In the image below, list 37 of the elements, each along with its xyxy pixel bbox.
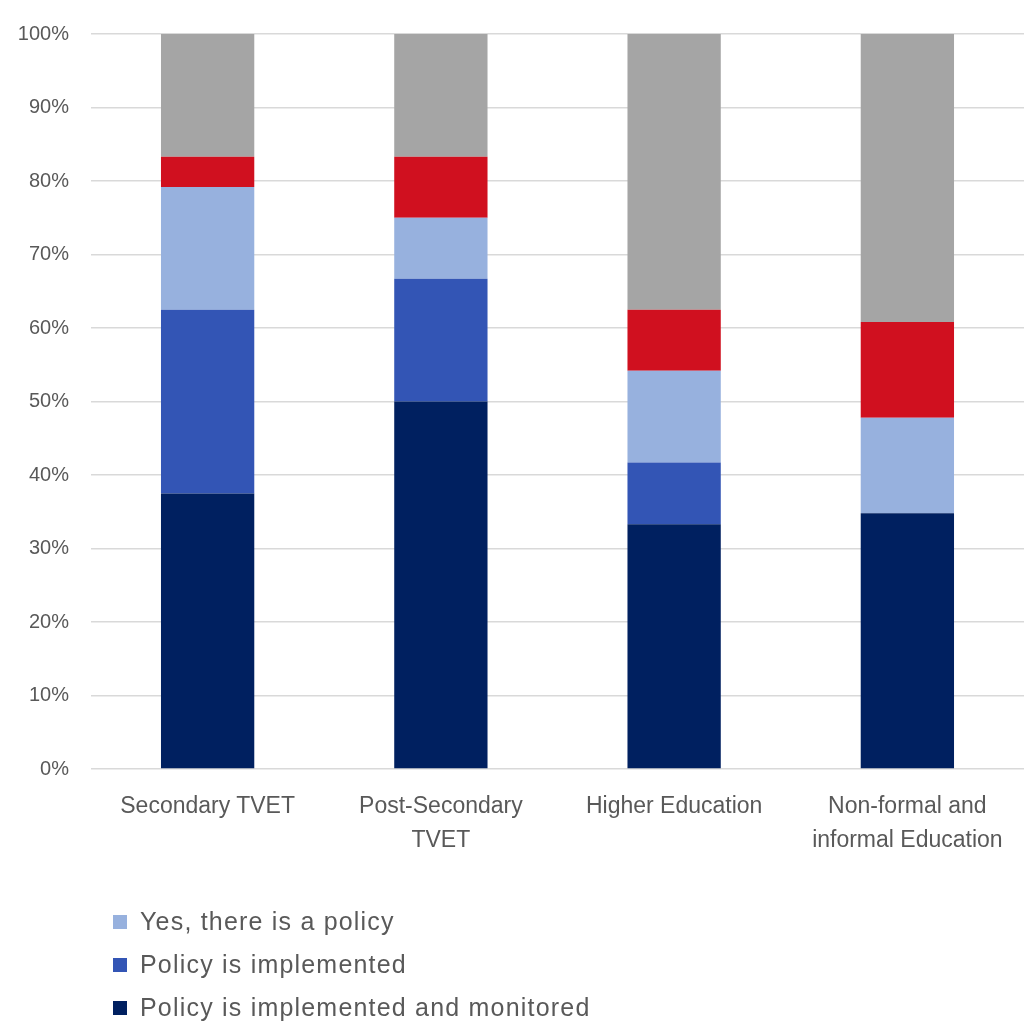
y-tick-label: 70% [28,242,70,265]
bar [627,370,721,463]
bar [160,156,255,187]
y-tick-label: 50% [28,389,70,412]
y-tick-label: 10% [28,683,70,706]
bar [160,309,255,494]
y-tick-label: 60% [28,315,70,338]
bar [394,401,488,769]
bar [394,34,488,157]
bar [860,513,955,769]
x-tick-label: Non-formal and informal Education [812,791,1003,853]
y-tick-label: 0% [40,756,70,779]
x-tick-label: Secondary TVET [120,791,295,818]
y-tick-label: 80% [28,168,70,191]
bar [394,217,488,279]
bar [627,462,721,525]
y-tick-label: 100% [17,21,70,44]
y-tick-label: 90% [28,95,70,118]
legend-label: Policy is implemented [140,950,407,979]
y-tick-label: 40% [28,462,70,485]
bar [160,186,255,310]
bar [860,322,955,418]
x-tick-label: Higher Education [585,791,763,818]
bar [627,309,721,371]
bar [627,524,721,769]
bar [394,156,488,218]
y-tick-label: 30% [28,536,70,559]
legend-label: Policy is implemented and monitored [140,993,591,1022]
bar [394,278,488,402]
legend-label: Yes, there is a policy [140,907,395,936]
y-tick-label: 20% [28,609,70,632]
bar [860,417,955,514]
bar [860,34,955,323]
x-tick-label: Post-Secondary TVET [359,791,524,853]
bar [160,34,255,157]
bar [627,34,721,310]
bar [160,493,255,769]
